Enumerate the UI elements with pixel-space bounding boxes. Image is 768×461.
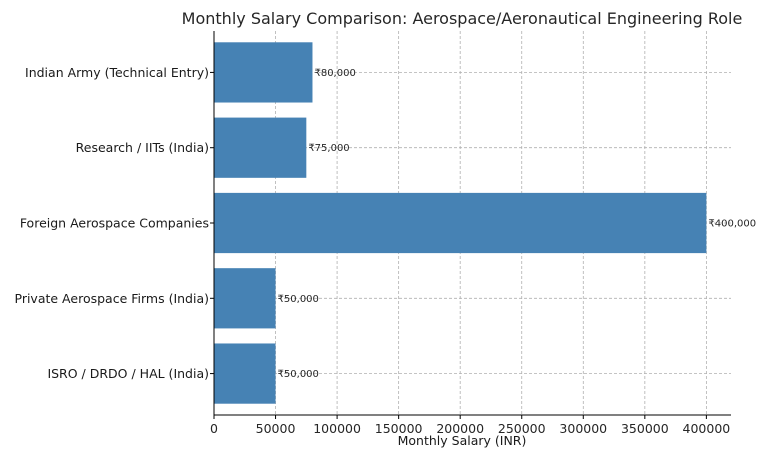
bar-value-label: ₹50,000 <box>278 369 319 380</box>
x-tick-label: 50000 <box>256 421 296 436</box>
bar <box>214 343 276 404</box>
x-axis-ticks: 0 50000 100000 150000 200000 250000 300000 3500… <box>210 415 730 436</box>
bar-value-label: ₹80,000 <box>314 68 355 79</box>
category-label: Indian Army (Technical Entry) <box>25 65 209 80</box>
bar <box>214 192 707 254</box>
x-tick-label: 250000 <box>498 421 546 436</box>
bar <box>214 117 307 178</box>
x-tick-label: 350000 <box>621 421 669 436</box>
chart-title: Monthly Salary Comparison: Aerospace/Aer… <box>182 9 743 28</box>
bar-value-label: ₹400,000 <box>708 219 756 230</box>
category-label: Private Aerospace Firms (India) <box>15 291 210 306</box>
category-label: Foreign Aerospace Companies <box>20 216 209 231</box>
x-tick-label: 150000 <box>375 421 423 436</box>
x-tick-label: 0 <box>210 421 218 436</box>
x-tick-label: 200000 <box>436 421 484 436</box>
x-axis-label: Monthly Salary (INR) <box>398 433 527 448</box>
bar-value-label: ₹50,000 <box>278 294 319 305</box>
bar <box>214 42 313 103</box>
bars <box>214 42 707 404</box>
data-labels: ₹50,000 ₹50,000 ₹400,000 ₹75,000 ₹80,000 <box>278 68 757 380</box>
x-tick-label: 100000 <box>313 421 361 436</box>
category-label: ISRO / DRDO / HAL (India) <box>47 366 209 381</box>
bar <box>214 268 276 329</box>
y-axis-categories: ISRO / DRDO / HAL (India) Private Aerospa… <box>15 65 214 381</box>
category-label: Research / IITs (India) <box>76 140 209 155</box>
x-tick-label: 300000 <box>559 421 607 436</box>
x-tick-label: 400000 <box>683 421 731 436</box>
bar-value-label: ₹75,000 <box>308 143 349 154</box>
